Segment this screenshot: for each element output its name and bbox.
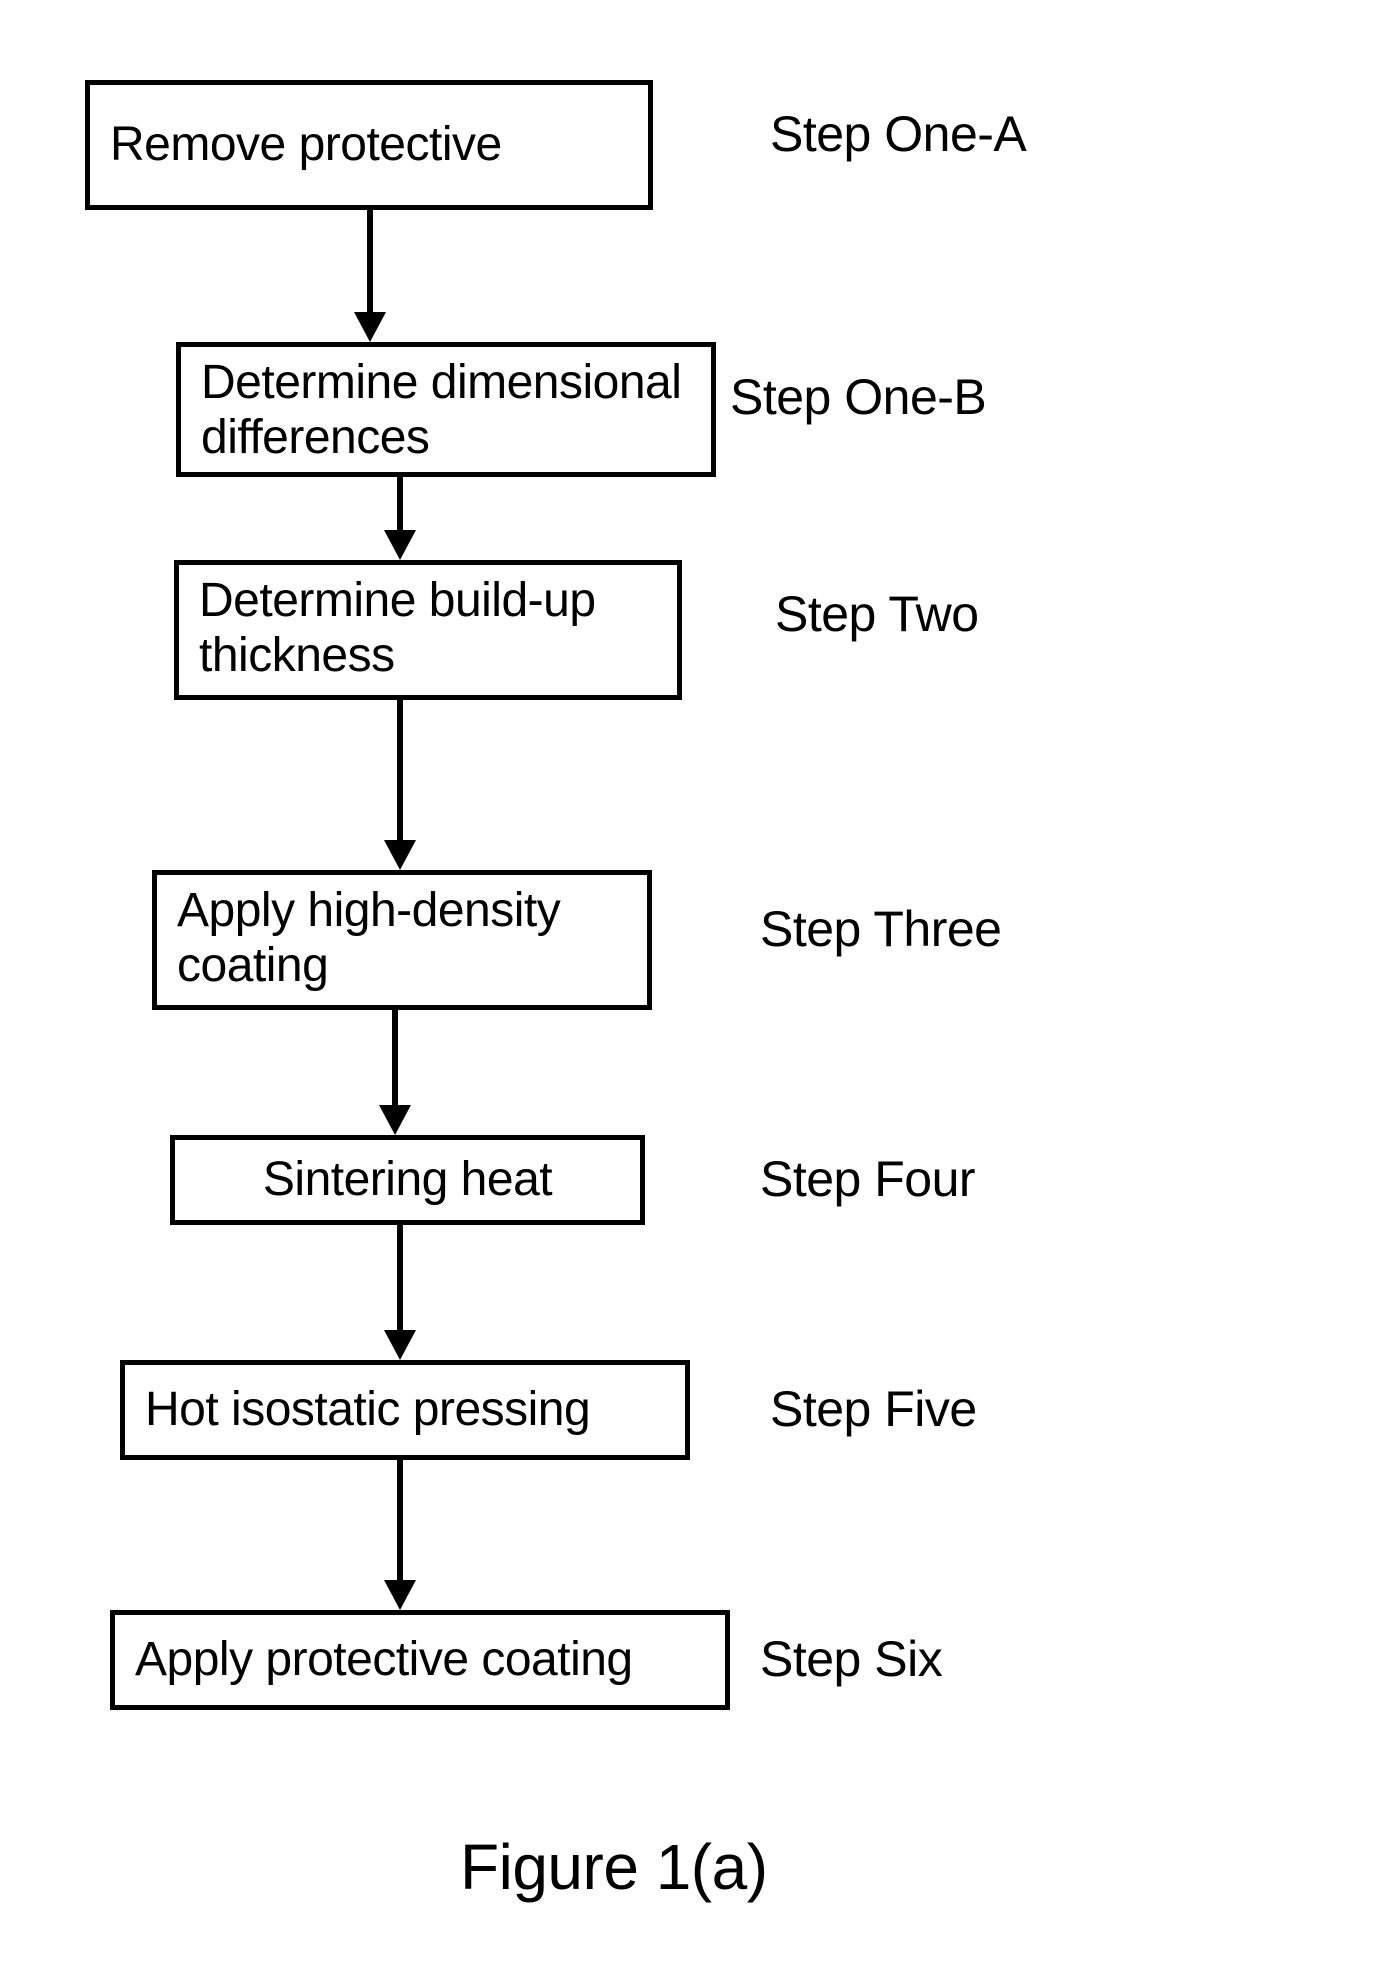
flowchart-canvas: Remove protective Determine dimensional … [0, 0, 1400, 1977]
node-text: Apply high-density coating [177, 883, 627, 993]
flowchart-node: Determine build-up thickness [174, 560, 682, 700]
flowchart-node: Sintering heat [170, 1135, 645, 1225]
arrow-line [397, 1460, 403, 1583]
arrow-head-icon [384, 530, 416, 560]
arrow-head-icon [384, 1580, 416, 1610]
step-label: Step Six [760, 1630, 942, 1688]
flowchart-node: Hot isostatic pressing [120, 1360, 690, 1460]
flowchart-node: Determine dimensional differences [176, 342, 716, 477]
step-label: Step One-B [730, 368, 986, 426]
step-label: Step One-A [770, 105, 1026, 163]
arrow-line [392, 1010, 398, 1108]
arrow-line [397, 700, 403, 842]
arrow-line [397, 477, 403, 535]
arrow-head-icon [384, 840, 416, 870]
flowchart-node: Remove protective [85, 80, 653, 210]
arrow-line [367, 210, 373, 315]
flowchart-node: Apply high-density coating [152, 870, 652, 1010]
node-text: Hot isostatic pressing [145, 1382, 590, 1437]
arrow-head-icon [354, 312, 386, 342]
step-label: Step Two [775, 585, 979, 643]
step-label: Step Three [760, 900, 1001, 958]
step-label: Step Five [770, 1380, 977, 1438]
arrow-head-icon [384, 1330, 416, 1360]
node-text: Determine dimensional differences [201, 355, 691, 465]
arrow-line [397, 1225, 403, 1333]
arrow-head-icon [379, 1105, 411, 1135]
step-label: Step Four [760, 1150, 975, 1208]
node-text: Sintering heat [263, 1152, 552, 1207]
flowchart-node: Apply protective coating [110, 1610, 730, 1710]
figure-caption: Figure 1(a) [460, 1830, 768, 1904]
node-text: Remove protective [110, 117, 502, 172]
node-text: Determine build-up thickness [199, 573, 657, 683]
node-text: Apply protective coating [135, 1632, 633, 1687]
